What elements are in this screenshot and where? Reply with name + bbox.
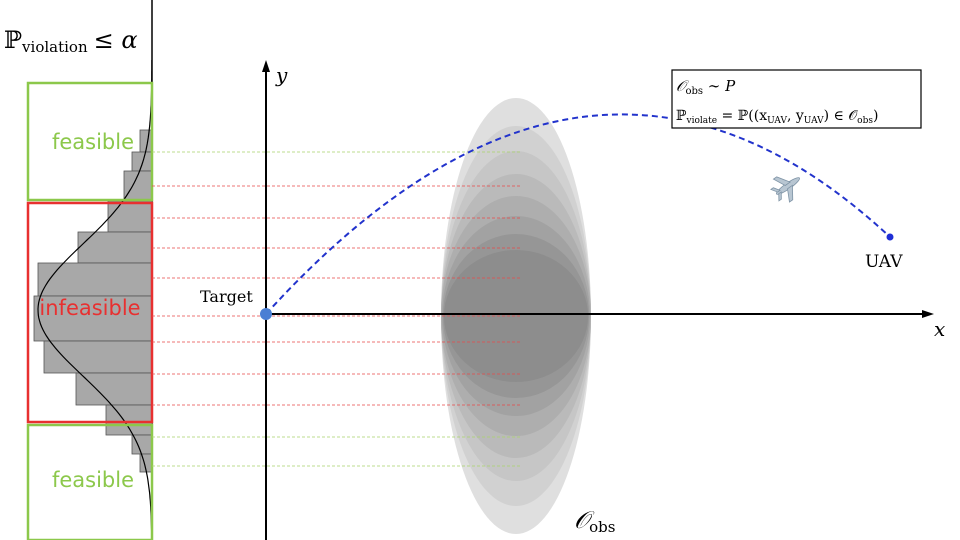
obstacle-ellipses xyxy=(441,98,591,534)
histogram-bar xyxy=(33,295,153,342)
uav-trajectory xyxy=(265,113,891,315)
histogram-bar xyxy=(77,231,153,264)
infeasible-label: infeasible xyxy=(39,296,140,320)
legend-line1: 𝒪obs ∼ P xyxy=(676,77,736,97)
x-axis-arrow xyxy=(922,310,934,318)
histogram-bar xyxy=(37,262,153,297)
histogram-bars xyxy=(33,129,153,473)
histogram-bar xyxy=(75,372,153,406)
feasible-label-bottom: feasible xyxy=(52,468,134,492)
histogram-bar xyxy=(107,200,153,233)
legend-box xyxy=(671,69,922,129)
prob-relation: ≤ α xyxy=(94,26,138,54)
airplane-icon xyxy=(770,176,800,203)
projection-lines xyxy=(152,151,520,467)
obstacle-subscript: obs xyxy=(589,518,615,536)
gaussian-curve xyxy=(37,60,153,540)
histogram-header: ℙviolation ≤ α xyxy=(4,26,138,56)
target-point xyxy=(260,308,272,320)
x-axis-label: x xyxy=(934,317,945,341)
legend-line2: ℙviolate = ℙ((xUAV, yUAV) ∈ 𝒪obs) xyxy=(676,108,878,126)
feasible-box-bottom xyxy=(26,423,154,540)
y-axis-label: y xyxy=(275,63,288,87)
y-axis-arrow xyxy=(262,60,270,72)
obstacle-ellipse xyxy=(444,250,588,382)
uav-point xyxy=(886,233,894,241)
prob-subscript: violation xyxy=(21,38,88,56)
histogram-bar xyxy=(43,340,153,374)
uav-label: UAV xyxy=(865,252,903,272)
target-label: Target xyxy=(200,287,253,306)
feasible-label-top: feasible xyxy=(52,130,134,154)
infeasible-box xyxy=(26,201,154,424)
feasible-box-top xyxy=(26,81,154,202)
histogram-bar xyxy=(131,151,153,172)
histogram-bar xyxy=(105,404,153,436)
prob-symbol: ℙ xyxy=(4,26,22,54)
obstacle-label: 𝒪obs xyxy=(574,506,615,536)
